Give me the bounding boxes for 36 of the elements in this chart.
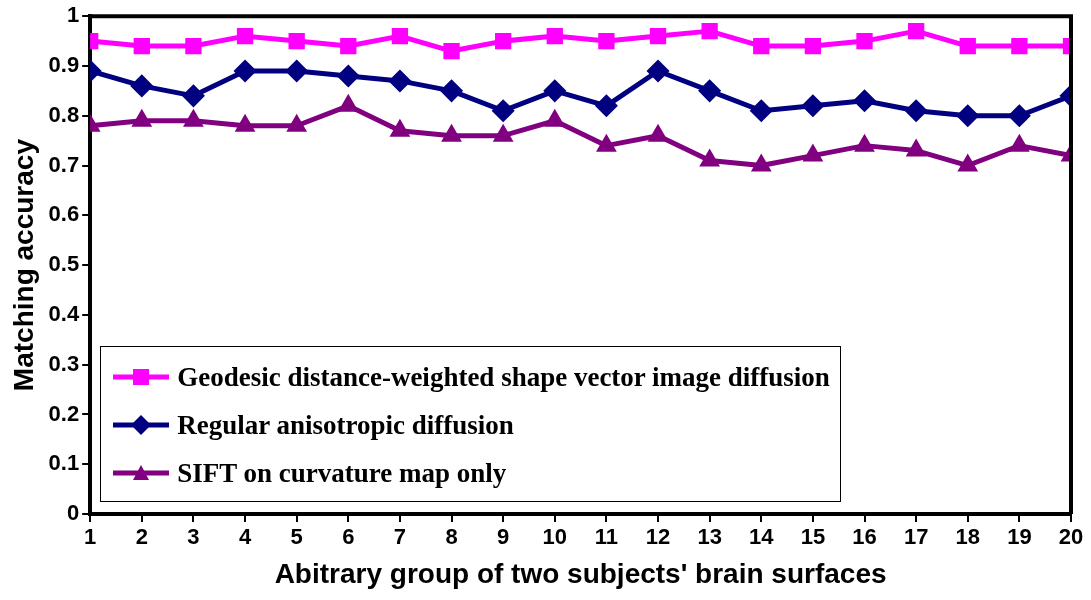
x-tick-label: 6	[342, 524, 355, 550]
x-tick-label: 17	[903, 524, 929, 550]
y-tick-label: 0.9	[48, 52, 80, 78]
y-tick-label: 0.5	[48, 251, 80, 277]
y-axis-title: Matching accuracy	[7, 138, 39, 392]
x-tick-label: 7	[393, 524, 407, 550]
x-tick-label: 13	[697, 524, 722, 550]
legend-label: Regular anisotropic diffusion	[177, 409, 514, 441]
x-tick-label: 3	[187, 524, 200, 550]
y-tick-label: 0.8	[48, 101, 80, 127]
x-tick-label: 8	[445, 524, 458, 550]
y-tick-label: 0.3	[48, 350, 80, 376]
x-tick-label: 16	[852, 524, 877, 550]
y-tick-label: 0.4	[48, 300, 80, 326]
x-tick-label: 12	[645, 524, 671, 550]
y-tick-label: 0.7	[48, 151, 80, 177]
x-tick-label: 1	[84, 524, 97, 550]
x-tick-label: 5	[290, 524, 303, 550]
legend-label: Geodesic distance-weighted shape vector image diffusion	[177, 361, 830, 393]
y-tick-label: 0.1	[48, 450, 80, 476]
x-tick-label: 15	[800, 524, 826, 550]
y-tick-label: 0	[66, 500, 80, 526]
legend-label: SIFT on curvature map only	[177, 457, 507, 489]
x-tick-label: 14	[749, 524, 775, 550]
y-tick-label: 0.2	[48, 400, 80, 426]
x-tick-label: 19	[1007, 524, 1032, 550]
x-tick-label: 18	[955, 524, 980, 550]
x-tick-label: 10	[542, 524, 568, 550]
x-tick-label: 2	[135, 524, 148, 550]
x-tick-label: 4	[238, 524, 252, 550]
y-tick-label: 1	[66, 2, 80, 28]
x-axis-title: Abitrary group of two subjects' brain surfaces	[274, 557, 887, 589]
x-tick-label: 9	[497, 524, 510, 550]
y-tick-label: 0.6	[48, 201, 80, 227]
x-tick-label: 20	[1058, 524, 1084, 550]
x-tick-label: 11	[594, 524, 619, 550]
